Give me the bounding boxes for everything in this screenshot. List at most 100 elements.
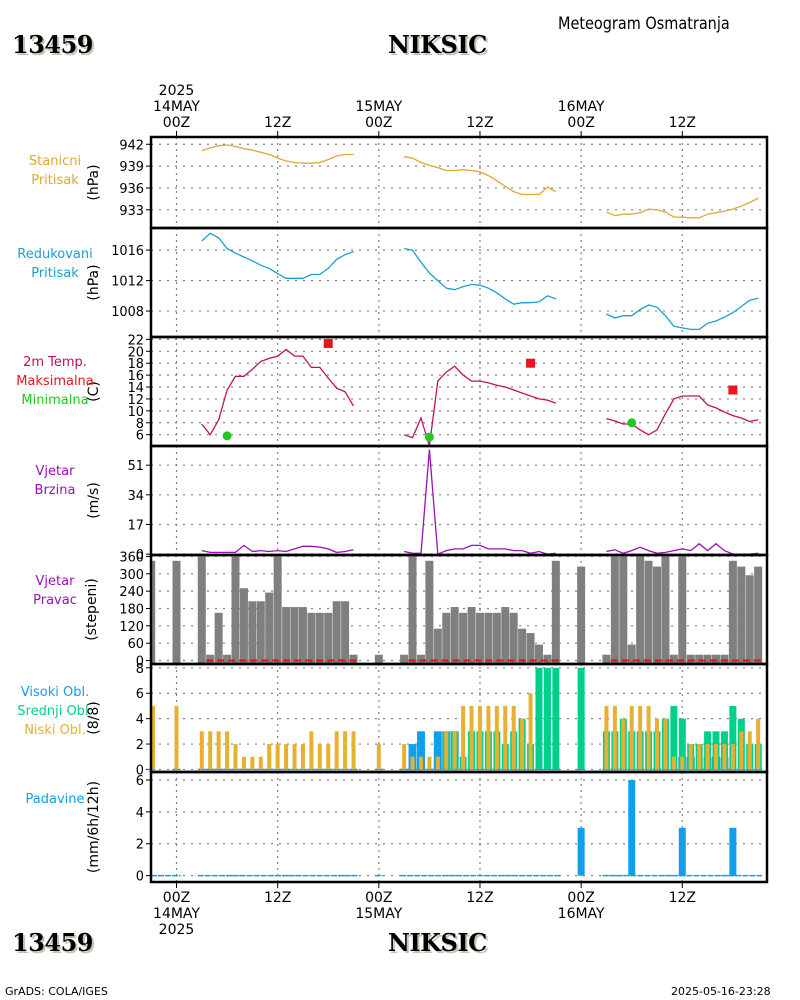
high-cloud-bar bbox=[416, 731, 425, 770]
y-tick-label: 120 bbox=[119, 620, 144, 635]
low-cloud-bar bbox=[604, 705, 609, 770]
panel-wind-speed: 0 17 34 51 (m/s) Vjetar Brzina bbox=[35, 444, 769, 563]
panel-frame bbox=[149, 770, 769, 884]
y-axis-unit-label: (hPa) bbox=[86, 164, 102, 200]
low-cloud-bar bbox=[663, 718, 668, 770]
low-cloud-bar bbox=[511, 705, 516, 770]
series-line bbox=[403, 247, 557, 305]
wind-direction-bar bbox=[349, 654, 358, 664]
wind-direction-bar bbox=[265, 592, 274, 664]
timestamp-text: 2025-05-16-23:28 bbox=[671, 985, 771, 998]
wind-direction-bar bbox=[298, 607, 307, 664]
series-line bbox=[201, 348, 355, 436]
y-tick-label: 8 bbox=[136, 662, 144, 677]
top-time-label: 16MAY bbox=[558, 99, 605, 115]
y-tick-label: 6 bbox=[136, 429, 144, 444]
low-cloud-bar bbox=[655, 718, 660, 770]
low-cloud-bar bbox=[326, 744, 331, 770]
mid-cloud-bar bbox=[543, 667, 551, 770]
wind-direction-bar bbox=[720, 654, 729, 664]
y-tick-label: 10 bbox=[128, 405, 144, 420]
series-label: Vjetar bbox=[36, 464, 76, 479]
y-tick-label: 20 bbox=[128, 345, 144, 360]
wind-direction-bar bbox=[374, 654, 383, 664]
wind-direction-bar bbox=[534, 644, 543, 664]
wind-direction-bar bbox=[484, 612, 493, 664]
y-tick-label: 1016 bbox=[111, 244, 144, 259]
wind-direction-bar bbox=[678, 556, 687, 664]
low-cloud-bar bbox=[494, 705, 499, 770]
low-cloud-bar bbox=[444, 731, 449, 770]
top-time-label: 12Z bbox=[264, 115, 291, 131]
low-cloud-bar bbox=[418, 756, 423, 770]
low-cloud-bar bbox=[241, 756, 246, 770]
wind-direction-bar bbox=[214, 612, 223, 664]
series-line bbox=[606, 297, 759, 331]
low-cloud-bar bbox=[629, 705, 634, 770]
low-cloud-bar bbox=[343, 731, 348, 770]
low-cloud-bar bbox=[250, 756, 255, 770]
series-label: Pravac bbox=[33, 593, 77, 608]
wind-direction-bar bbox=[475, 612, 484, 664]
low-cloud-bar bbox=[503, 705, 508, 770]
y-tick-label: 14 bbox=[128, 381, 144, 396]
wind-direction-bar bbox=[728, 560, 737, 664]
wind-direction-bar bbox=[703, 654, 712, 664]
low-cloud-bar bbox=[730, 744, 735, 770]
y-tick-label: 4 bbox=[136, 806, 144, 821]
y-axis-unit-label: (8/8) bbox=[86, 701, 102, 734]
top-time-label: 14MAY bbox=[153, 99, 200, 115]
wind-direction-bar bbox=[400, 654, 409, 664]
wind-direction-bar bbox=[282, 607, 291, 664]
footer-station-name: NIKSIC bbox=[388, 928, 487, 957]
panel-frame bbox=[149, 335, 769, 448]
mid-cloud-bar bbox=[552, 667, 560, 770]
low-cloud-bar bbox=[722, 744, 727, 770]
bottom-time-label: 16MAY bbox=[558, 906, 605, 922]
station-name: NIKSIC bbox=[388, 30, 487, 59]
low-cloud-bar bbox=[756, 718, 761, 770]
series-label: Pritisak bbox=[31, 266, 79, 281]
mid-cloud-bar bbox=[729, 705, 737, 770]
wind-direction-bar bbox=[324, 612, 333, 664]
low-cloud-bar bbox=[233, 744, 238, 770]
wind-direction-bar bbox=[239, 588, 248, 664]
wind-direction-bar bbox=[737, 566, 746, 664]
series-line bbox=[201, 144, 354, 164]
bottom-time-label: 12Z bbox=[466, 890, 493, 906]
series-label: Minimalna bbox=[21, 393, 88, 408]
y-tick-label: 933 bbox=[119, 204, 144, 219]
low-cloud-bar bbox=[638, 705, 643, 770]
wind-direction-bar bbox=[341, 601, 350, 664]
series-label: Vjetar bbox=[36, 574, 76, 589]
y-tick-label: 1012 bbox=[111, 275, 144, 290]
tmin-marker bbox=[627, 418, 637, 428]
y-tick-label: 0 bbox=[136, 870, 144, 885]
wind-direction-bar bbox=[686, 654, 695, 664]
wind-direction-bar bbox=[619, 556, 628, 664]
series-line bbox=[606, 542, 759, 555]
y-tick-label: 0 bbox=[136, 548, 144, 563]
low-cloud-bar bbox=[292, 744, 297, 770]
panel-wind-direction: 0 60 120 180 240 300 360 (stepeni) Vjetar Pravac bbox=[33, 550, 769, 670]
low-cloud-bar bbox=[267, 744, 272, 770]
tmax-marker bbox=[728, 385, 738, 395]
low-cloud-bar bbox=[402, 744, 407, 770]
series-label: Brzina bbox=[35, 483, 76, 498]
bottom-time-label: 00Z bbox=[567, 890, 594, 906]
series-line bbox=[403, 156, 557, 196]
y-tick-label: 360 bbox=[119, 550, 144, 565]
wind-direction-bar bbox=[459, 612, 468, 664]
wind-direction-bar bbox=[197, 556, 206, 664]
bottom-time-label: 12Z bbox=[264, 890, 291, 906]
series-label: Redukovani bbox=[17, 247, 92, 262]
tmax-marker bbox=[323, 339, 333, 349]
y-tick-label: 0 bbox=[136, 655, 144, 670]
low-cloud-bar bbox=[410, 756, 415, 770]
low-cloud-bar bbox=[174, 705, 179, 770]
y-axis-unit-label: (C) bbox=[86, 381, 102, 402]
low-cloud-bar bbox=[671, 756, 676, 770]
wind-direction-bar bbox=[754, 566, 763, 664]
